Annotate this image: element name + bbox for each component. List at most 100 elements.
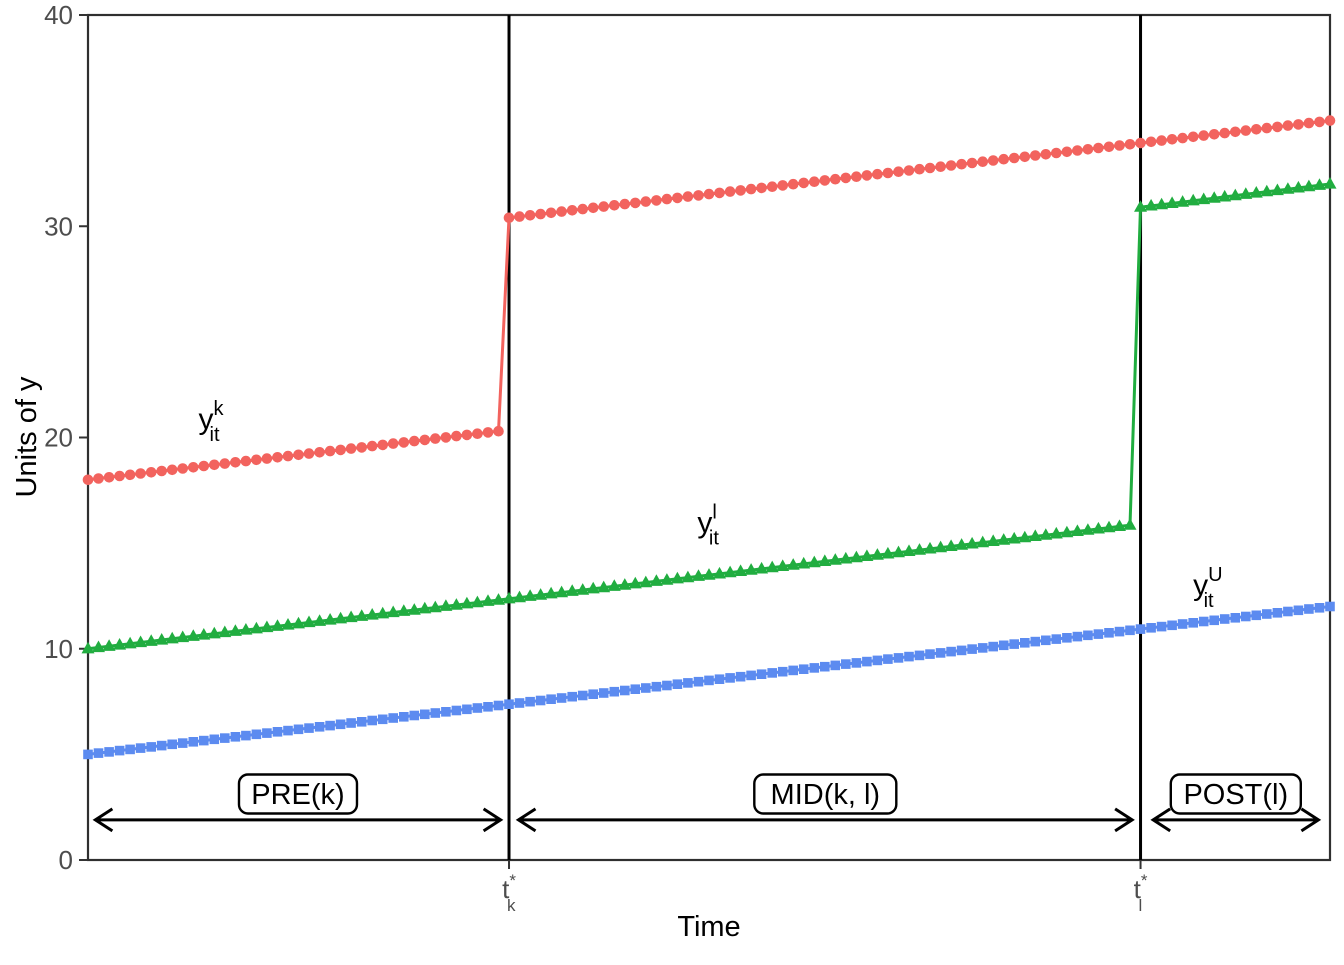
range-label-box-1 (753, 773, 898, 815)
marker-circle (745, 183, 757, 195)
marker-triangle (460, 596, 474, 609)
marker-square (1314, 603, 1325, 613)
marker-triangle (1049, 526, 1063, 539)
marker-square (177, 738, 188, 748)
marker-triangle (439, 599, 453, 611)
marker-circle (535, 208, 546, 220)
marker-circle (1114, 140, 1125, 151)
marker-square (914, 650, 925, 661)
marker-triangle (260, 620, 274, 633)
marker-triangle (997, 533, 1011, 545)
marker-square (809, 663, 820, 673)
marker-circle (661, 193, 673, 205)
marker-triangle (639, 575, 653, 588)
marker-square (388, 713, 398, 723)
marker-square (935, 648, 946, 658)
marker-triangle (1165, 196, 1179, 208)
marker-triangle (176, 630, 190, 643)
marker-triangle (660, 573, 674, 585)
marker-square (346, 718, 356, 728)
marker-triangle (544, 586, 558, 599)
marker-triangle (1060, 525, 1074, 538)
marker-square (1135, 624, 1146, 634)
series-label-y-k-treated-at-tk: yk it (199, 398, 225, 446)
marker-circle (1177, 132, 1188, 144)
marker-circle (1303, 117, 1315, 129)
marker-circle (830, 173, 841, 185)
marker-triangle (1239, 187, 1253, 199)
marker-square (620, 685, 630, 696)
marker-triangle (144, 634, 158, 646)
marker-circle (1008, 152, 1020, 164)
marker-square (662, 680, 672, 691)
marker-circle (251, 454, 262, 466)
marker-triangle (902, 544, 916, 556)
marker-triangle (365, 608, 379, 620)
marker-triangle (1291, 180, 1305, 193)
marker-triangle (470, 595, 484, 608)
marker-circle (1135, 137, 1146, 149)
marker-square (630, 684, 641, 694)
marker-triangle (481, 594, 495, 606)
marker-triangle (965, 536, 979, 549)
marker-triangle (576, 583, 590, 595)
y-tick-label: 40 (44, 0, 73, 30)
marker-circle (809, 176, 820, 187)
marker-square (399, 712, 409, 722)
marker-triangle (1270, 183, 1284, 196)
marker-square (104, 747, 114, 757)
marker-circle (93, 473, 104, 484)
marker-triangle (1144, 198, 1158, 211)
marker-triangle (1176, 195, 1190, 207)
marker-square (956, 645, 967, 656)
marker-circle (1198, 130, 1209, 141)
marker-triangle (797, 556, 811, 569)
marker-triangle (681, 570, 695, 583)
marker-square (725, 673, 735, 683)
marker-triangle (1323, 177, 1337, 189)
marker-square (1304, 604, 1314, 614)
marker-square (1114, 626, 1125, 637)
marker-circle (1166, 134, 1178, 145)
marker-square (156, 740, 167, 751)
marker-circle (145, 467, 157, 478)
marker-triangle (713, 566, 726, 579)
marker-square (546, 694, 556, 704)
marker-triangle (1081, 523, 1095, 535)
marker-circle (303, 448, 315, 459)
marker-triangle (1091, 521, 1105, 534)
marker-circle (545, 207, 557, 219)
marker-triangle (555, 585, 569, 598)
marker-square (314, 722, 325, 732)
marker-square (146, 742, 156, 752)
marker-triangle (1070, 524, 1084, 536)
marker-circle (882, 167, 894, 179)
marker-circle (1240, 125, 1252, 136)
marker-square (862, 656, 872, 667)
marker-circle (230, 457, 241, 468)
marker-circle (682, 191, 694, 202)
marker-square (1072, 631, 1083, 642)
marker-triangle (239, 623, 253, 635)
marker-square (514, 698, 525, 708)
marker-circle (1324, 115, 1336, 126)
marker-square (283, 725, 293, 736)
marker-square (451, 705, 462, 716)
marker-circle (1187, 131, 1199, 143)
marker-circle (335, 444, 346, 456)
marker-triangle (1197, 192, 1211, 205)
marker-square (220, 733, 230, 743)
marker-triangle (597, 580, 611, 593)
marker-circle (387, 438, 399, 449)
marker-circle (524, 210, 536, 221)
series-label-y-l-treated-at-tl: yl it (697, 502, 719, 550)
marker-square (704, 675, 714, 686)
marker-triangle (670, 571, 684, 584)
marker-circle (451, 430, 462, 442)
marker-circle (672, 192, 683, 204)
marker-square (1177, 619, 1188, 629)
marker-circle (977, 156, 988, 167)
marker-circle (103, 472, 115, 483)
marker-circle (840, 172, 852, 184)
marker-triangle (1249, 186, 1263, 198)
